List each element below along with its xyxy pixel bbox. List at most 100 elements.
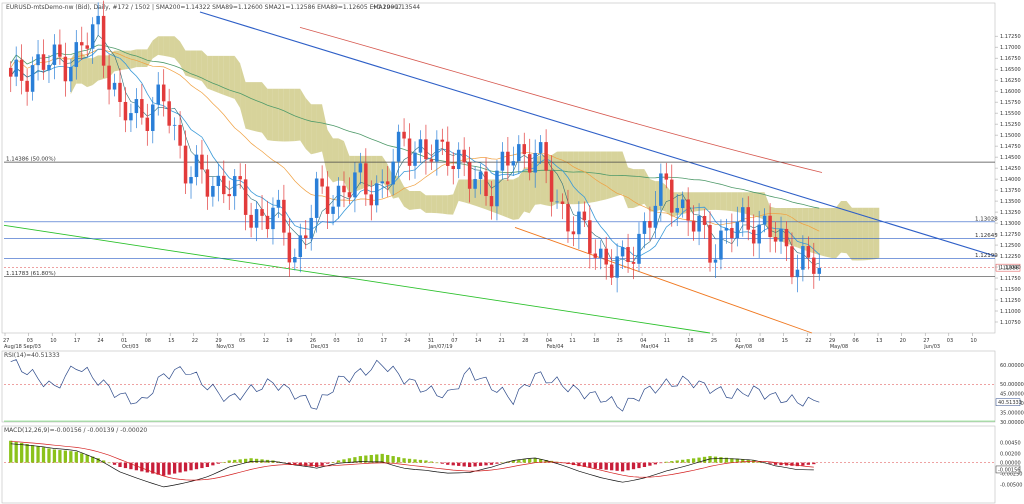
- y-tick-label: 1.12500: [1000, 243, 1021, 249]
- macd-hist-negative: [140, 462, 144, 472]
- ichimoku-cloud-segment: [81, 52, 88, 88]
- ichimoku-cloud-segment: [414, 190, 421, 210]
- macd-hist-negative: [642, 462, 647, 467]
- ichimoku-cloud-segment: [185, 50, 191, 78]
- candle-bullish: [456, 149, 461, 170]
- macd-hist-negative: [118, 462, 122, 467]
- ichimoku-cloud-segment: [513, 176, 519, 220]
- ichimoku-cloud-segment: [92, 55, 99, 86]
- ichimoku-cloud-segment: [371, 155, 377, 186]
- chart-header: EURUSD-mtsDemo-nw (Bid), Daily, #172 / 1…: [6, 4, 420, 11]
- macd-hist-negative: [773, 462, 778, 465]
- ichimoku-cloud-segment: [595, 151, 601, 202]
- ichimoku-cloud-segment: [622, 151, 628, 209]
- macd-hist-negative: [631, 462, 636, 470]
- macd-hist-negative: [637, 462, 641, 469]
- candle-bullish: [96, 15, 100, 25]
- candle-bearish: [320, 178, 324, 187]
- ichimoku-cloud-segment: [207, 55, 213, 91]
- macd-hist-positive: [691, 458, 696, 463]
- ichimoku-cloud-segment: [338, 138, 344, 182]
- ichimoku-cloud-segment: [311, 104, 317, 155]
- x-tick-label: 19: [286, 338, 292, 344]
- macd-hist-negative: [200, 462, 204, 469]
- ichimoku-cloud-segment: [518, 167, 525, 220]
- candle-bullish: [254, 209, 259, 228]
- candle-bearish: [260, 209, 264, 216]
- candle-bearish: [107, 65, 111, 90]
- candle-bearish: [544, 142, 548, 171]
- y-tick-label: 1.13500: [1000, 199, 1021, 205]
- current-price-box: [995, 263, 1021, 272]
- rsi-label: RSI(14)=40.51333: [4, 352, 60, 359]
- ichimoku-cloud-segment: [87, 58, 93, 88]
- candle-bearish: [429, 159, 434, 162]
- candle-bullish: [156, 84, 160, 105]
- x-tick-label: 03: [333, 338, 339, 344]
- ichimoku-cloud-segment: [573, 151, 579, 205]
- x-tick-label: 10: [970, 338, 976, 344]
- macd-hist-positive: [233, 459, 237, 463]
- macd-hist-positive: [238, 459, 242, 463]
- macd-tick-label: 0.00000: [1000, 460, 1021, 466]
- x-tick-label: 06: [852, 338, 858, 344]
- macd-hist-negative: [194, 462, 199, 470]
- rsi-line: [10, 359, 820, 412]
- candle-bullish: [276, 199, 281, 208]
- macd-hist-positive: [20, 442, 24, 463]
- x-tick-label: 18: [687, 338, 693, 344]
- ichimoku-cloud-segment: [611, 151, 618, 198]
- candle-bullish: [189, 177, 193, 184]
- macd-hist-positive: [670, 461, 674, 463]
- candle-bearish: [566, 203, 570, 232]
- ichimoku-cloud-segment: [163, 36, 170, 57]
- candle-bullish: [30, 65, 35, 92]
- candle-bullish: [52, 44, 57, 65]
- ichimoku-cloud-segment: [759, 192, 765, 220]
- ichimoku-cloud-segment: [873, 207, 880, 260]
- ichimoku-cloud-segment: [114, 50, 120, 72]
- macd-hist-negative: [801, 462, 805, 466]
- macd-panel: [1, 425, 996, 504]
- y-tick-label: 1.11250: [1000, 298, 1021, 304]
- candle-bullish: [675, 208, 679, 213]
- macd-hist-positive: [544, 460, 548, 463]
- x-tick-label: 21: [499, 338, 505, 344]
- candle-bearish: [604, 248, 608, 265]
- ichimoku-cloud-segment: [327, 129, 333, 183]
- candle-bearish: [588, 220, 592, 254]
- ichimoku-cloud-segment: [229, 55, 235, 99]
- ema-orange-line: [10, 49, 820, 232]
- candle-bearish: [222, 175, 226, 195]
- ichimoku-cloud-segment: [649, 179, 656, 212]
- macd-hist-negative: [790, 462, 794, 466]
- macd-hist-positive: [58, 450, 62, 463]
- macd-hist-positive: [539, 459, 543, 463]
- macd-tick-label: -0.00250: [1000, 471, 1022, 477]
- macd-hist-negative: [129, 462, 133, 470]
- ichimoku-cloud-segment: [272, 88, 279, 142]
- candle-bullish: [36, 54, 40, 66]
- candle-bullish: [69, 66, 73, 82]
- candle-bullish: [659, 173, 663, 206]
- ichimoku-cloud-segment: [403, 186, 410, 211]
- macd-hist-positive: [735, 458, 739, 463]
- candle-bearish: [140, 99, 144, 118]
- candle-bullish: [90, 24, 95, 49]
- candle-bullish: [642, 221, 647, 234]
- rsi-tick-label: 60.00000: [1000, 363, 1024, 369]
- candle-bullish: [331, 206, 335, 214]
- ichimoku-cloud-segment: [802, 207, 809, 252]
- candle-bullish: [555, 201, 559, 203]
- x-month-label: Aug/18 Sep/03: [4, 344, 41, 350]
- macd-value-label: -0.00156: [998, 467, 1020, 473]
- candle-bullish: [478, 171, 483, 180]
- candle-bearish: [702, 215, 707, 225]
- candle-bullish: [216, 175, 221, 186]
- macd-hist-negative: [145, 462, 149, 473]
- candle-bearish: [571, 231, 576, 235]
- macd-hist-positive: [331, 462, 335, 463]
- ichimoku-cloud-segment: [638, 169, 645, 206]
- candle-bearish: [751, 229, 756, 244]
- macd-hist-positive: [435, 462, 439, 464]
